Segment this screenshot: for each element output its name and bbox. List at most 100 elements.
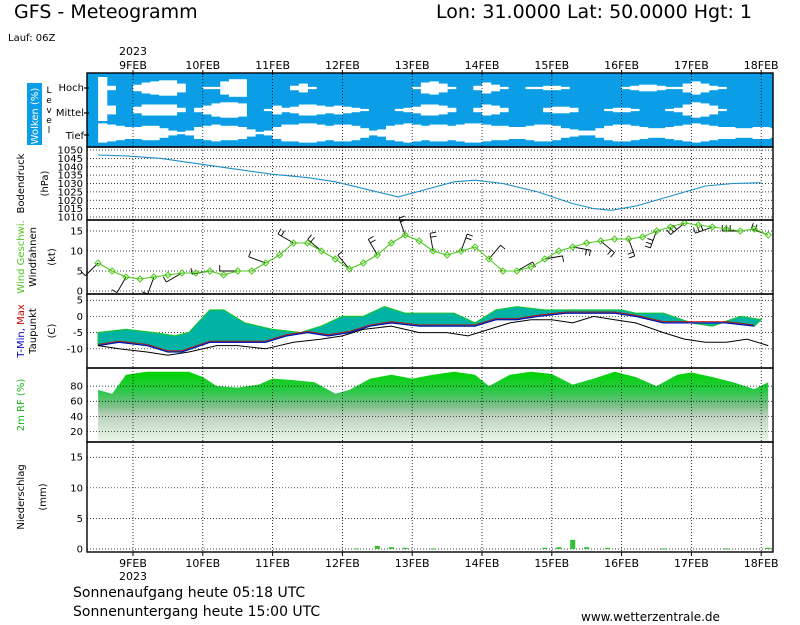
pressure-tick-label: 1030	[58, 179, 83, 190]
cloud-gap-low	[665, 127, 675, 139]
wind-barb-flag	[429, 231, 437, 234]
cloud-gap-low	[717, 127, 727, 139]
cloud-gap-middle	[359, 108, 370, 112]
cloud-gap-high	[290, 85, 300, 91]
cloud-gap-middle	[237, 103, 247, 117]
cloud-gap-middle	[316, 105, 326, 115]
top-day-label-11FEB: 11FEB	[255, 59, 290, 72]
cloud-gap-high	[106, 85, 116, 91]
cloud-gap-low	[386, 125, 396, 141]
cloud-gap-low	[560, 128, 570, 138]
cloud-gap-high	[691, 81, 701, 95]
dewpoint-axis-label: Taupunkt	[28, 308, 39, 355]
wind-barb-flag	[647, 237, 654, 241]
cloud-level-high: Hoch	[59, 83, 84, 94]
wind-speed-point	[443, 251, 451, 259]
cloud-gap-low	[115, 125, 125, 141]
cloud-gap-middle	[229, 102, 239, 118]
wind-speed-point	[206, 267, 214, 275]
wind-speed-point	[359, 259, 368, 267]
wind-tick-label: 15	[70, 227, 83, 238]
wind-speed-point	[736, 227, 745, 235]
cloud-gap-low	[403, 123, 413, 143]
precip-unit-label: (mm)	[38, 483, 49, 510]
wind-barb-axis-label: Windfahnen	[28, 227, 39, 287]
cloud-gap-low	[639, 127, 649, 139]
wind-barb-flag	[644, 245, 651, 249]
wind-speed-point	[150, 273, 158, 281]
cloud-gap-low	[159, 128, 169, 138]
wind-barb-flag	[610, 252, 615, 258]
wind-barb-flag	[465, 237, 472, 241]
cloud-gap-high	[630, 85, 640, 91]
cloud-level-middle: Mittel	[56, 108, 84, 119]
cloud-gap-high	[447, 86, 457, 90]
precip-bar	[374, 545, 380, 549]
cloud-gap-low	[176, 131, 186, 135]
bottom-day-label-16FEB: 16FEB	[604, 557, 639, 570]
cloud-gap-high	[429, 81, 439, 95]
cloud-gap-middle	[473, 107, 483, 113]
cloud-gap-low	[333, 124, 343, 142]
cloud-gap-high	[307, 86, 317, 90]
cloud-gap-low	[106, 124, 116, 142]
pressure-tick-label: 1040	[58, 162, 83, 173]
source-website: www.wetterzentrale.de	[581, 610, 720, 624]
wind-speed-point	[485, 255, 493, 263]
cloud-gap-high	[700, 83, 710, 93]
wind-barb-flag	[310, 237, 315, 243]
cloud-gap-low	[377, 129, 387, 137]
cloud-gap-middle	[551, 106, 561, 114]
wind-barb	[600, 240, 615, 253]
cloud-gap-middle	[499, 107, 509, 113]
cloud-gap-low	[612, 124, 623, 142]
cloud-gap-middle	[438, 105, 448, 115]
cloud-gap-low	[98, 123, 108, 143]
wind-barb	[516, 261, 533, 272]
wind-speed-point	[345, 265, 354, 273]
wind-barb	[649, 230, 657, 249]
cloud-gap-middle	[543, 107, 553, 113]
cloud-gap-middle	[447, 107, 457, 113]
wind-tick-label: 5	[77, 267, 83, 278]
cloud-gap-middle	[176, 107, 186, 113]
cloud-gap-low	[229, 125, 239, 141]
cloud-gap-low	[578, 130, 588, 136]
cloud-gap-low	[769, 128, 773, 138]
wind-speed-point	[219, 271, 228, 279]
cloud-gap-low	[272, 127, 282, 139]
wind-barb-flag	[562, 255, 565, 262]
cloud-level-letter: e	[46, 96, 52, 106]
cloud-gap-high	[412, 86, 422, 90]
wind-barb-flag	[80, 271, 86, 277]
cloud-gap-high	[551, 85, 561, 91]
wind-speed-point	[596, 237, 605, 245]
cloud-gap-middle	[298, 104, 308, 116]
cloud-gap-high	[211, 86, 221, 90]
wind-barb-flag	[368, 236, 374, 240]
cloud-gap-middle	[202, 105, 212, 115]
cloud-gap-middle	[133, 106, 143, 114]
wind-speed-point	[178, 269, 186, 277]
cloud-gap-low	[691, 123, 701, 143]
temperature-axis-label: T-Min, Max	[16, 304, 27, 359]
cloud-gap-middle	[490, 105, 500, 115]
wind-barb-flag	[162, 276, 167, 283]
wind-speed-point	[289, 239, 298, 247]
wind-barb-flag	[666, 229, 671, 235]
humidity-tick-label: 60	[70, 397, 83, 408]
bottom-day-label-14FEB: 14FEB	[465, 557, 500, 570]
cloud-label-bg	[27, 83, 42, 145]
bottom-day-label-12FEB: 12FEB	[325, 557, 360, 570]
cloud-gap-middle	[708, 105, 719, 115]
wind-barb-flag	[607, 249, 612, 255]
wind-speed-point	[708, 223, 717, 231]
cloud-gap-low	[237, 127, 247, 139]
cloud-gap-low	[429, 124, 439, 142]
wind-speed-point	[415, 237, 423, 245]
cloud-gap-low	[534, 124, 544, 142]
cloud-gap-low	[298, 123, 308, 143]
wind-barb	[166, 272, 183, 283]
wind-speed-point	[555, 247, 563, 255]
cloud-gap-low	[752, 127, 762, 139]
